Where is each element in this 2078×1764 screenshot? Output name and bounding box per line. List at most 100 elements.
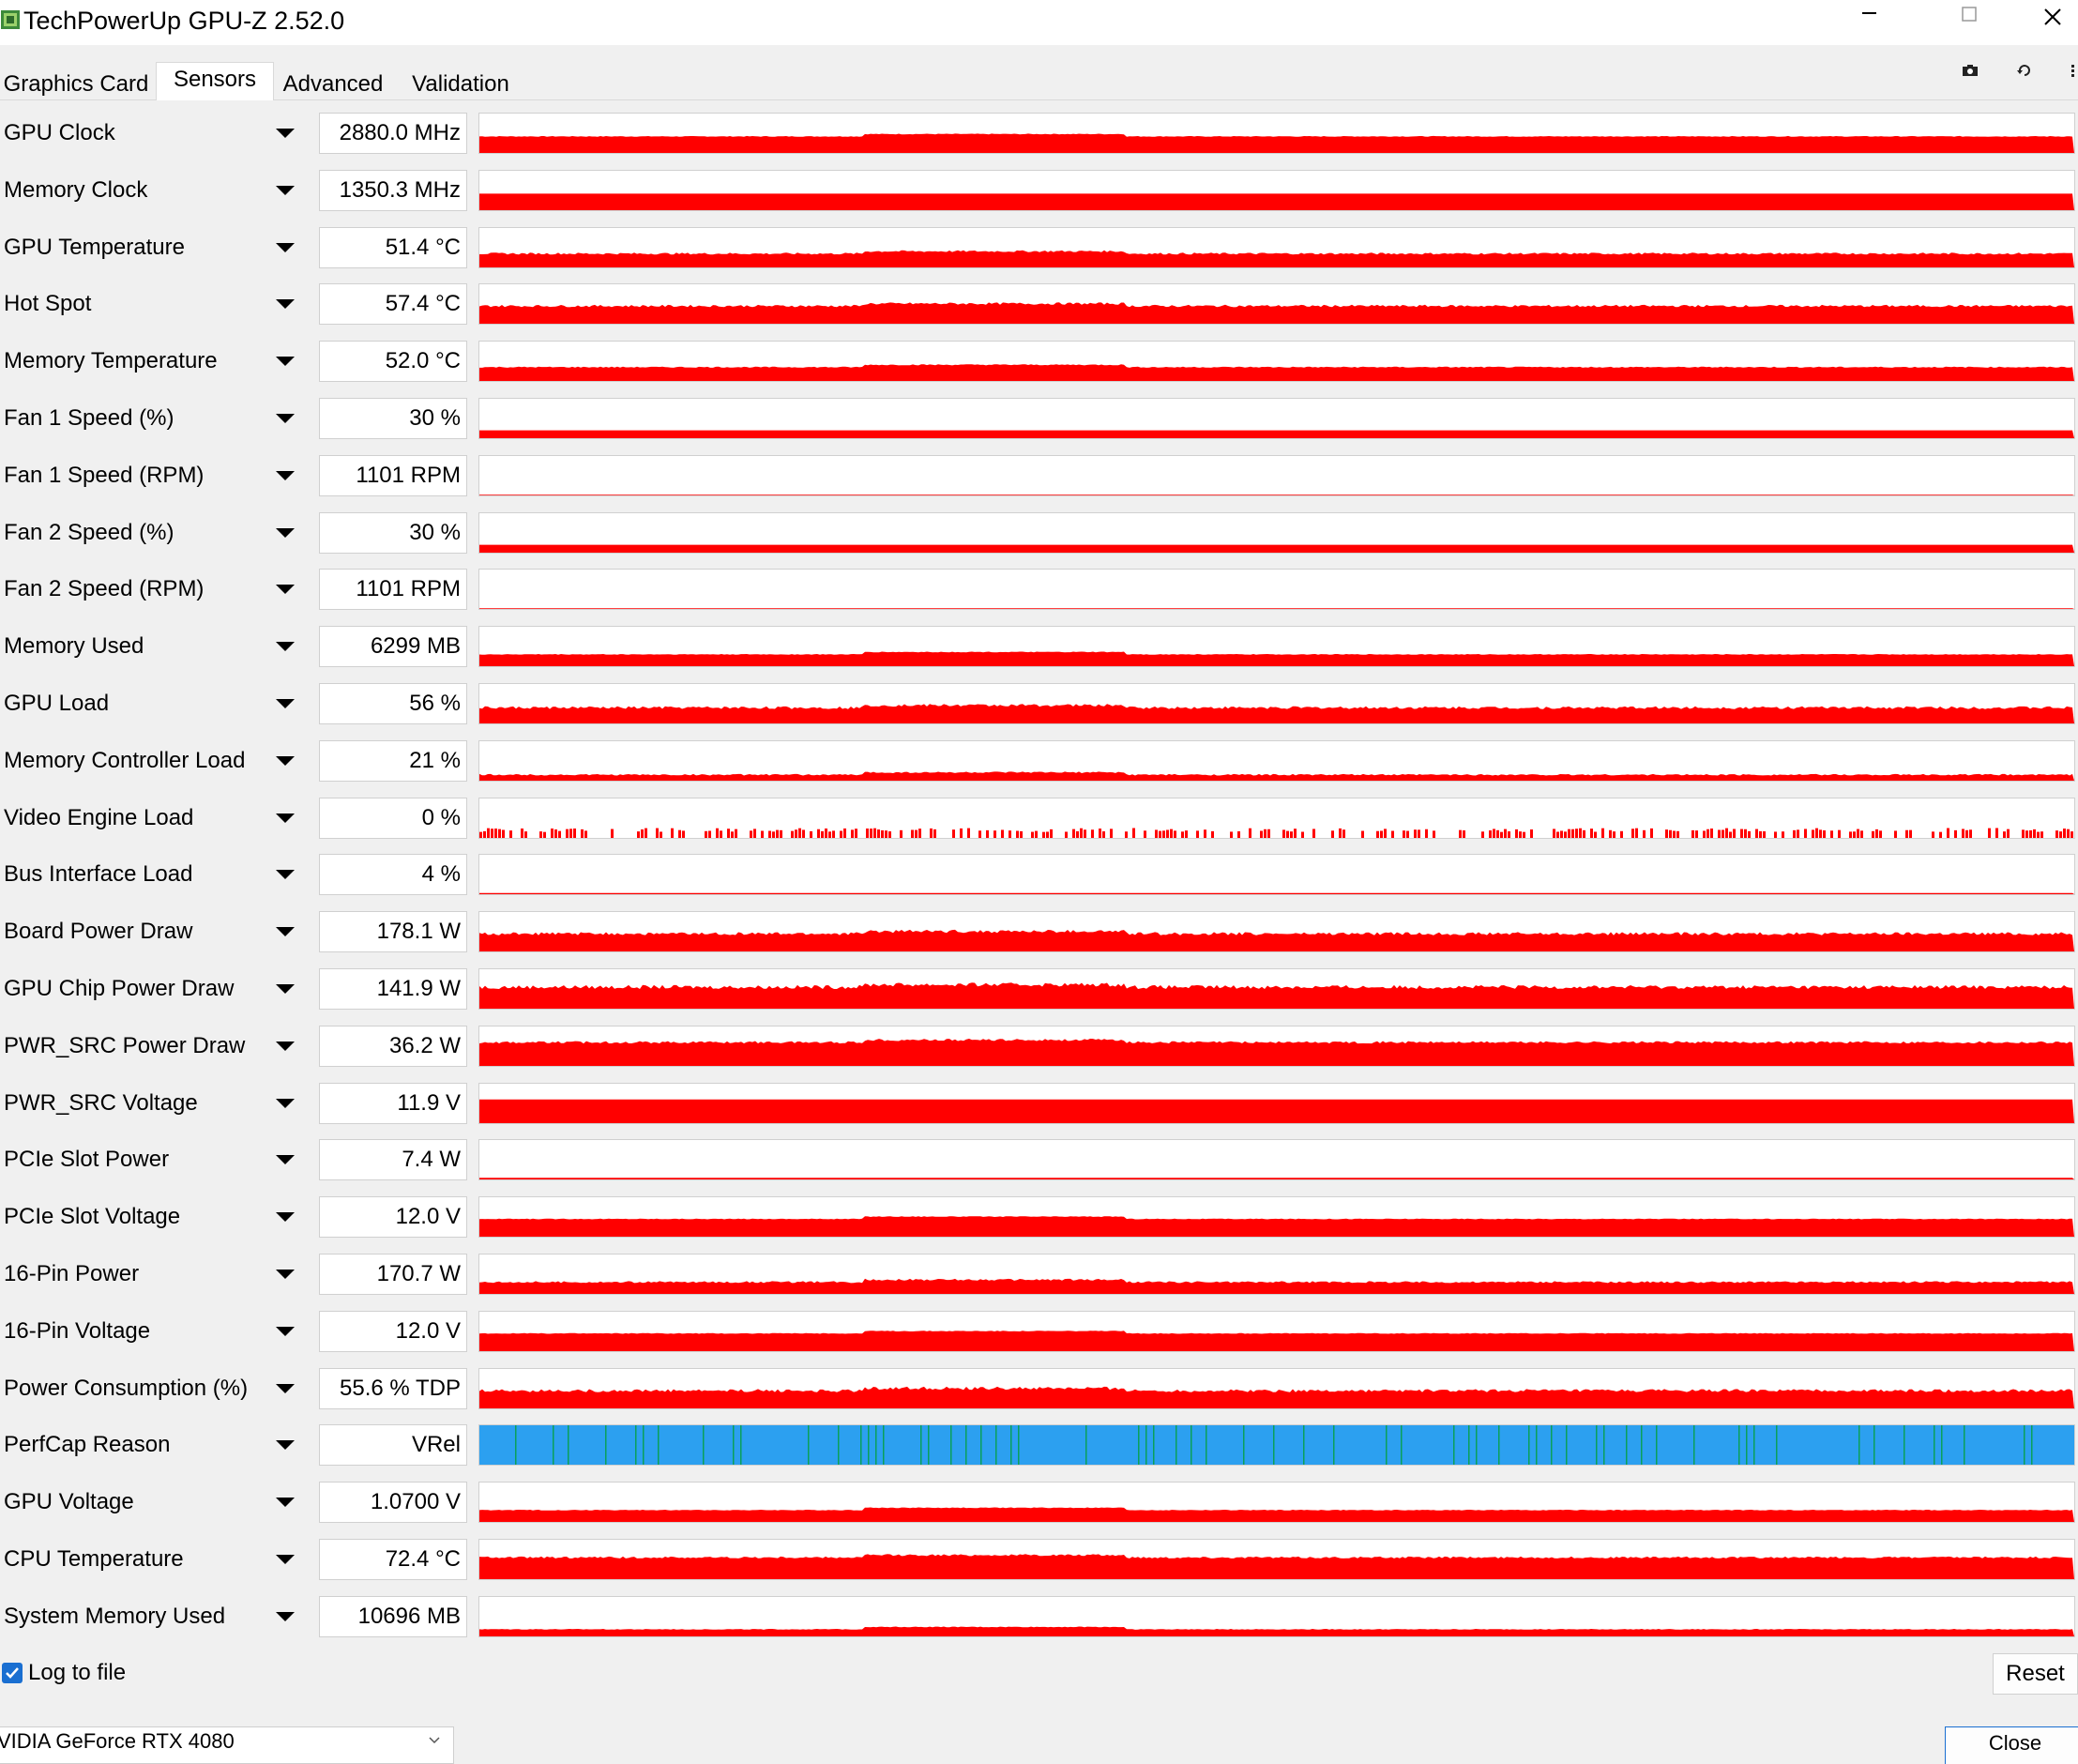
sensor-graph-plot xyxy=(479,1178,2074,1180)
graph-bar xyxy=(1493,829,1495,838)
dropdown-arrow-icon[interactable] xyxy=(276,1440,295,1451)
graph-bar xyxy=(1954,829,1957,838)
graph-bar xyxy=(1162,829,1165,838)
sensor-name-dropdown[interactable]: GPU Load xyxy=(0,683,307,724)
dropdown-arrow-icon[interactable] xyxy=(276,1041,295,1051)
dropdown-arrow-icon[interactable] xyxy=(276,414,295,423)
sensor-name-dropdown[interactable]: GPU Temperature xyxy=(0,226,307,268)
tab-sensors[interactable]: Sensors xyxy=(156,62,274,100)
camera-icon[interactable] xyxy=(1961,62,1979,79)
sensor-name-dropdown[interactable]: GPU Chip Power Draw xyxy=(0,968,307,1010)
refresh-icon[interactable] xyxy=(2015,62,2034,79)
sensor-label: PerfCap Reason xyxy=(4,1432,171,1458)
close-window-button[interactable] xyxy=(2026,0,2078,45)
sensor-name-dropdown[interactable]: System Memory Used xyxy=(0,1595,307,1637)
sensor-row: Fan 1 Speed (%) 30 % xyxy=(0,396,2078,441)
sensor-graph-plot xyxy=(479,651,2074,667)
sensor-name-dropdown[interactable]: Fan 2 Speed (RPM) xyxy=(0,569,307,611)
dropdown-arrow-icon[interactable] xyxy=(276,357,295,367)
sensor-name-dropdown[interactable]: Fan 2 Speed (%) xyxy=(0,511,307,554)
sensor-name-dropdown[interactable]: Fan 1 Speed (%) xyxy=(0,398,307,439)
sensor-name-dropdown[interactable]: CPU Temperature xyxy=(0,1539,307,1580)
dropdown-arrow-icon[interactable] xyxy=(276,984,295,994)
dropdown-arrow-icon[interactable] xyxy=(276,699,295,708)
sensor-graph xyxy=(478,1139,2075,1181)
sensor-name-dropdown[interactable]: Memory Controller Load xyxy=(0,739,307,782)
sensor-name-dropdown[interactable]: PWR_SRC Power Draw xyxy=(0,1025,307,1067)
sensor-name-dropdown[interactable]: PCIe Slot Power xyxy=(0,1139,307,1181)
dropdown-arrow-icon[interactable] xyxy=(276,813,295,823)
sensor-graph-plot xyxy=(479,1330,2074,1351)
sensor-value: 30 % xyxy=(319,511,467,554)
maximize-button[interactable] xyxy=(1928,0,2012,45)
graph-area xyxy=(479,430,2074,438)
dropdown-arrow-icon[interactable] xyxy=(276,642,295,652)
sensor-name-dropdown[interactable]: GPU Clock xyxy=(0,113,307,154)
sensor-name-dropdown[interactable]: PWR_SRC Voltage xyxy=(0,1082,307,1124)
dropdown-arrow-icon[interactable] xyxy=(276,242,295,252)
minimize-button[interactable] xyxy=(1829,0,1914,45)
log-to-file-checkbox[interactable] xyxy=(2,1663,23,1683)
sensor-label: PCIe Slot Power xyxy=(4,1147,170,1173)
dropdown-arrow-icon[interactable] xyxy=(276,1270,295,1279)
sensor-row: Video Engine Load 0 % xyxy=(0,796,2078,841)
gpu-select-dropdown[interactable]: VIDIA GeForce RTX 4080 xyxy=(0,1726,454,1764)
dropdown-arrow-icon[interactable] xyxy=(276,1555,295,1564)
sensor-name-dropdown[interactable]: Memory Used xyxy=(0,626,307,668)
sensor-name-dropdown[interactable]: GPU Voltage xyxy=(0,1482,307,1524)
dropdown-arrow-icon[interactable] xyxy=(276,1326,295,1336)
sensor-graph xyxy=(478,739,2075,782)
dropdown-arrow-icon[interactable] xyxy=(276,185,295,195)
sensor-name-dropdown[interactable]: Hot Spot xyxy=(0,283,307,326)
graph-area xyxy=(479,364,2074,382)
dropdown-arrow-icon[interactable] xyxy=(276,1155,295,1165)
dropdown-arrow-icon[interactable] xyxy=(276,1383,295,1393)
graph-bar xyxy=(776,829,779,838)
close-button[interactable]: Close xyxy=(1945,1726,2078,1764)
dropdown-arrow-icon[interactable] xyxy=(276,299,295,310)
menu-icon[interactable] xyxy=(2068,62,2078,79)
sensor-name-dropdown[interactable]: Memory Temperature xyxy=(0,341,307,383)
sensor-name-dropdown[interactable]: Video Engine Load xyxy=(0,797,307,839)
graph-bar xyxy=(678,829,681,838)
sensor-name-dropdown[interactable]: Fan 1 Speed (RPM) xyxy=(0,454,307,496)
dropdown-arrow-icon[interactable] xyxy=(276,585,295,595)
graph-bar xyxy=(1414,829,1417,838)
sensor-name-dropdown[interactable]: Power Consumption (%) xyxy=(0,1367,307,1409)
reset-button[interactable]: Reset xyxy=(1993,1653,2078,1695)
dropdown-arrow-icon[interactable] xyxy=(276,527,295,538)
graph-bar xyxy=(1932,830,1934,838)
sensor-name-dropdown[interactable]: Memory Clock xyxy=(0,169,307,211)
dropdown-arrow-icon[interactable] xyxy=(276,1212,295,1223)
sensor-name-dropdown[interactable]: PCIe Slot Voltage xyxy=(0,1196,307,1239)
tab-validation[interactable]: Validation xyxy=(412,71,509,97)
dropdown-arrow-icon[interactable] xyxy=(276,927,295,937)
sensor-name-dropdown[interactable]: 16-Pin Power xyxy=(0,1254,307,1295)
graph-bar xyxy=(1046,831,1049,838)
dropdown-arrow-icon[interactable] xyxy=(276,1611,295,1621)
tab-graphics-card[interactable]: Graphics Card xyxy=(3,71,149,97)
tab-advanced[interactable]: Advanced xyxy=(282,71,384,97)
chevron-down-icon[interactable] xyxy=(428,1734,441,1747)
perfcap-mark xyxy=(733,1425,735,1466)
perfcap-mark xyxy=(1626,1425,1628,1466)
sensor-row: System Memory Used 10696 MB xyxy=(0,1594,2078,1639)
log-to-file-label[interactable]: Log to file xyxy=(28,1660,127,1685)
graph-bar xyxy=(1267,829,1270,838)
perfcap-mark xyxy=(1536,1425,1538,1466)
graph-bar xyxy=(671,828,674,838)
sensor-name-dropdown[interactable]: 16-Pin Voltage xyxy=(0,1310,307,1352)
graph-bar xyxy=(656,828,659,838)
graph-bar xyxy=(1857,829,1859,838)
graph-bar xyxy=(1196,829,1199,838)
graph-bar xyxy=(1508,830,1510,838)
sensor-name-dropdown[interactable]: Board Power Draw xyxy=(0,911,307,953)
dropdown-arrow-icon[interactable] xyxy=(276,870,295,880)
sensor-name-dropdown[interactable]: Bus Interface Load xyxy=(0,854,307,896)
dropdown-arrow-icon[interactable] xyxy=(276,1098,295,1108)
dropdown-arrow-icon[interactable] xyxy=(276,470,295,480)
dropdown-arrow-icon[interactable] xyxy=(276,129,295,138)
dropdown-arrow-icon[interactable] xyxy=(276,755,295,766)
dropdown-arrow-icon[interactable] xyxy=(276,1498,295,1508)
sensor-name-dropdown[interactable]: PerfCap Reason xyxy=(0,1424,307,1467)
